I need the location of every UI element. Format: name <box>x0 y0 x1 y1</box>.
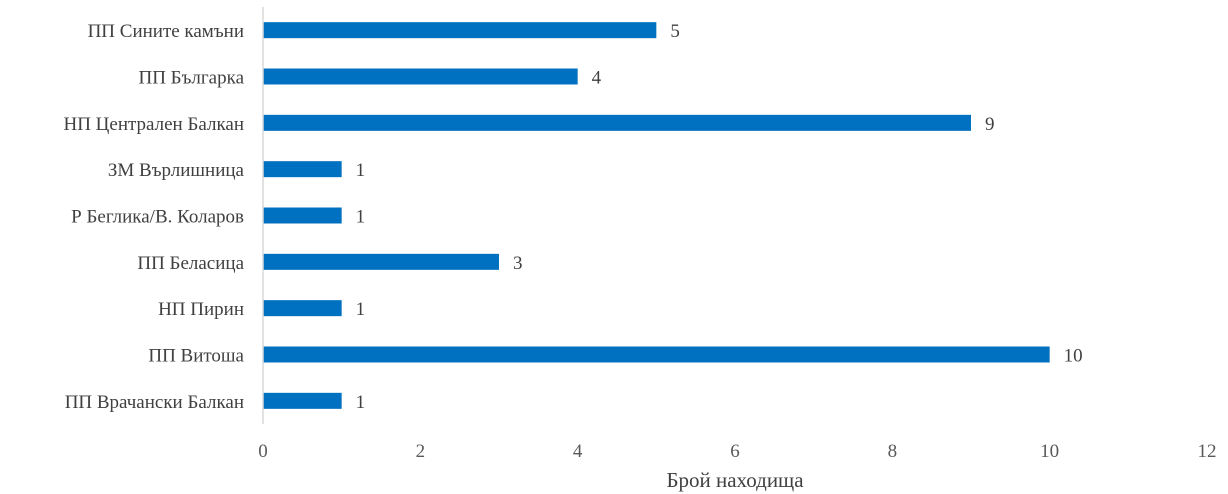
category-label: НП Пирин <box>158 299 244 320</box>
category-label: Р Беглика/В. Коларов <box>71 207 244 228</box>
bar <box>263 68 578 85</box>
data-label: 9 <box>985 114 995 135</box>
data-label: 1 <box>356 299 366 320</box>
bar <box>263 22 657 39</box>
category-label: НП Централен Балкан <box>63 114 244 135</box>
data-label: 1 <box>356 392 366 413</box>
bar-series <box>263 22 1050 409</box>
data-label: 10 <box>1064 346 1083 367</box>
bar <box>263 114 971 131</box>
data-label: 1 <box>356 160 366 181</box>
x-axis-title: Брой находища <box>666 468 804 492</box>
data-labels: 1 10 1 3 1 1 9 4 5 <box>356 21 1083 413</box>
bar <box>263 253 499 270</box>
category-label: ПП Сините камъни <box>88 21 244 42</box>
x-tick-label: 10 <box>1040 441 1059 462</box>
bar <box>263 161 342 178</box>
x-tick-label: 2 <box>416 441 426 462</box>
category-axis-labels: ПП Врачански Балкан ПП Витоша НП Пирин ПП Б… <box>63 21 244 413</box>
bar <box>263 392 342 409</box>
bar <box>263 207 342 224</box>
data-label: 1 <box>356 207 366 228</box>
data-label: 3 <box>513 253 523 274</box>
x-tick-label: 12 <box>1198 441 1217 462</box>
value-axis-tick-labels: 0 2 4 6 8 10 12 <box>258 441 1216 462</box>
x-tick-label: 8 <box>888 441 898 462</box>
category-label: ПП Беласица <box>137 253 244 274</box>
x-tick-label: 4 <box>573 441 583 462</box>
x-tick-label: 0 <box>258 441 268 462</box>
bar <box>263 346 1050 363</box>
category-label: ЗМ Върлишница <box>108 160 245 181</box>
category-label: ПП Българка <box>138 68 244 89</box>
category-label: ПП Витоша <box>148 346 244 367</box>
data-label: 4 <box>592 68 602 89</box>
data-label: 5 <box>670 21 680 42</box>
bar <box>263 300 342 317</box>
x-tick-label: 6 <box>730 441 740 462</box>
category-label: ПП Врачански Балкан <box>65 392 244 413</box>
